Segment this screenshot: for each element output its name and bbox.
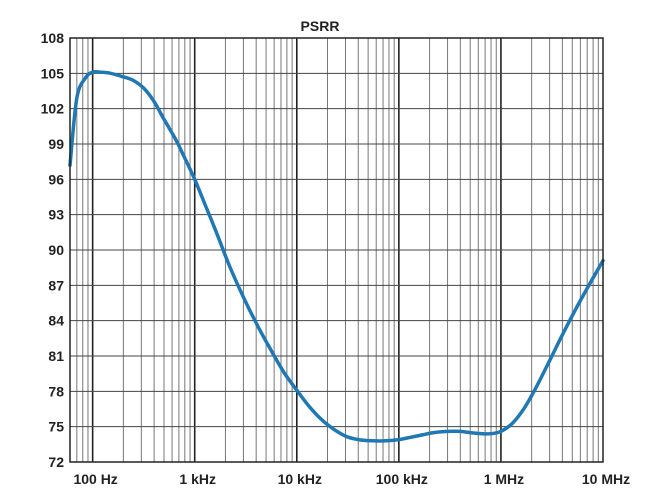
x-tick-label: 100 Hz — [73, 471, 117, 487]
psrr-series-line — [68, 69, 605, 443]
y-tick-label: 96 — [48, 171, 64, 187]
plot-frame — [69, 37, 604, 463]
y-tick-label: 108 — [41, 30, 65, 46]
y-tick-label: 99 — [48, 136, 64, 152]
y-tick-label: 102 — [41, 101, 65, 117]
y-tick-label: 72 — [48, 454, 64, 470]
y-tick-label: 78 — [48, 383, 64, 399]
y-tick-label: 105 — [41, 65, 65, 81]
y-axis-ticks: 72 75 78 81 84 87 90 93 96 99 102 105 108 — [41, 30, 65, 470]
x-tick-label: 1 MHz — [484, 471, 524, 487]
x-tick-label: 1 kHz — [179, 471, 216, 487]
y-tick-label: 93 — [48, 207, 64, 223]
x-axis-ticks: 100 Hz 1 kHz 10 kHz 100 kHz 1 MHz 10 MHz — [73, 471, 630, 487]
y-tick-label: 75 — [48, 419, 64, 435]
series-layer — [68, 69, 605, 443]
y-tick-label: 81 — [48, 348, 64, 364]
x-tick-label: 10 MHz — [582, 471, 630, 487]
x-tick-label: 100 kHz — [376, 471, 428, 487]
chart-title: PSRR — [301, 18, 340, 34]
y-tick-label: 90 — [48, 242, 64, 258]
y-tick-label: 87 — [48, 277, 64, 293]
x-tick-label: 10 kHz — [278, 471, 322, 487]
major-grid — [70, 37, 603, 463]
y-tick-label: 84 — [48, 313, 64, 329]
